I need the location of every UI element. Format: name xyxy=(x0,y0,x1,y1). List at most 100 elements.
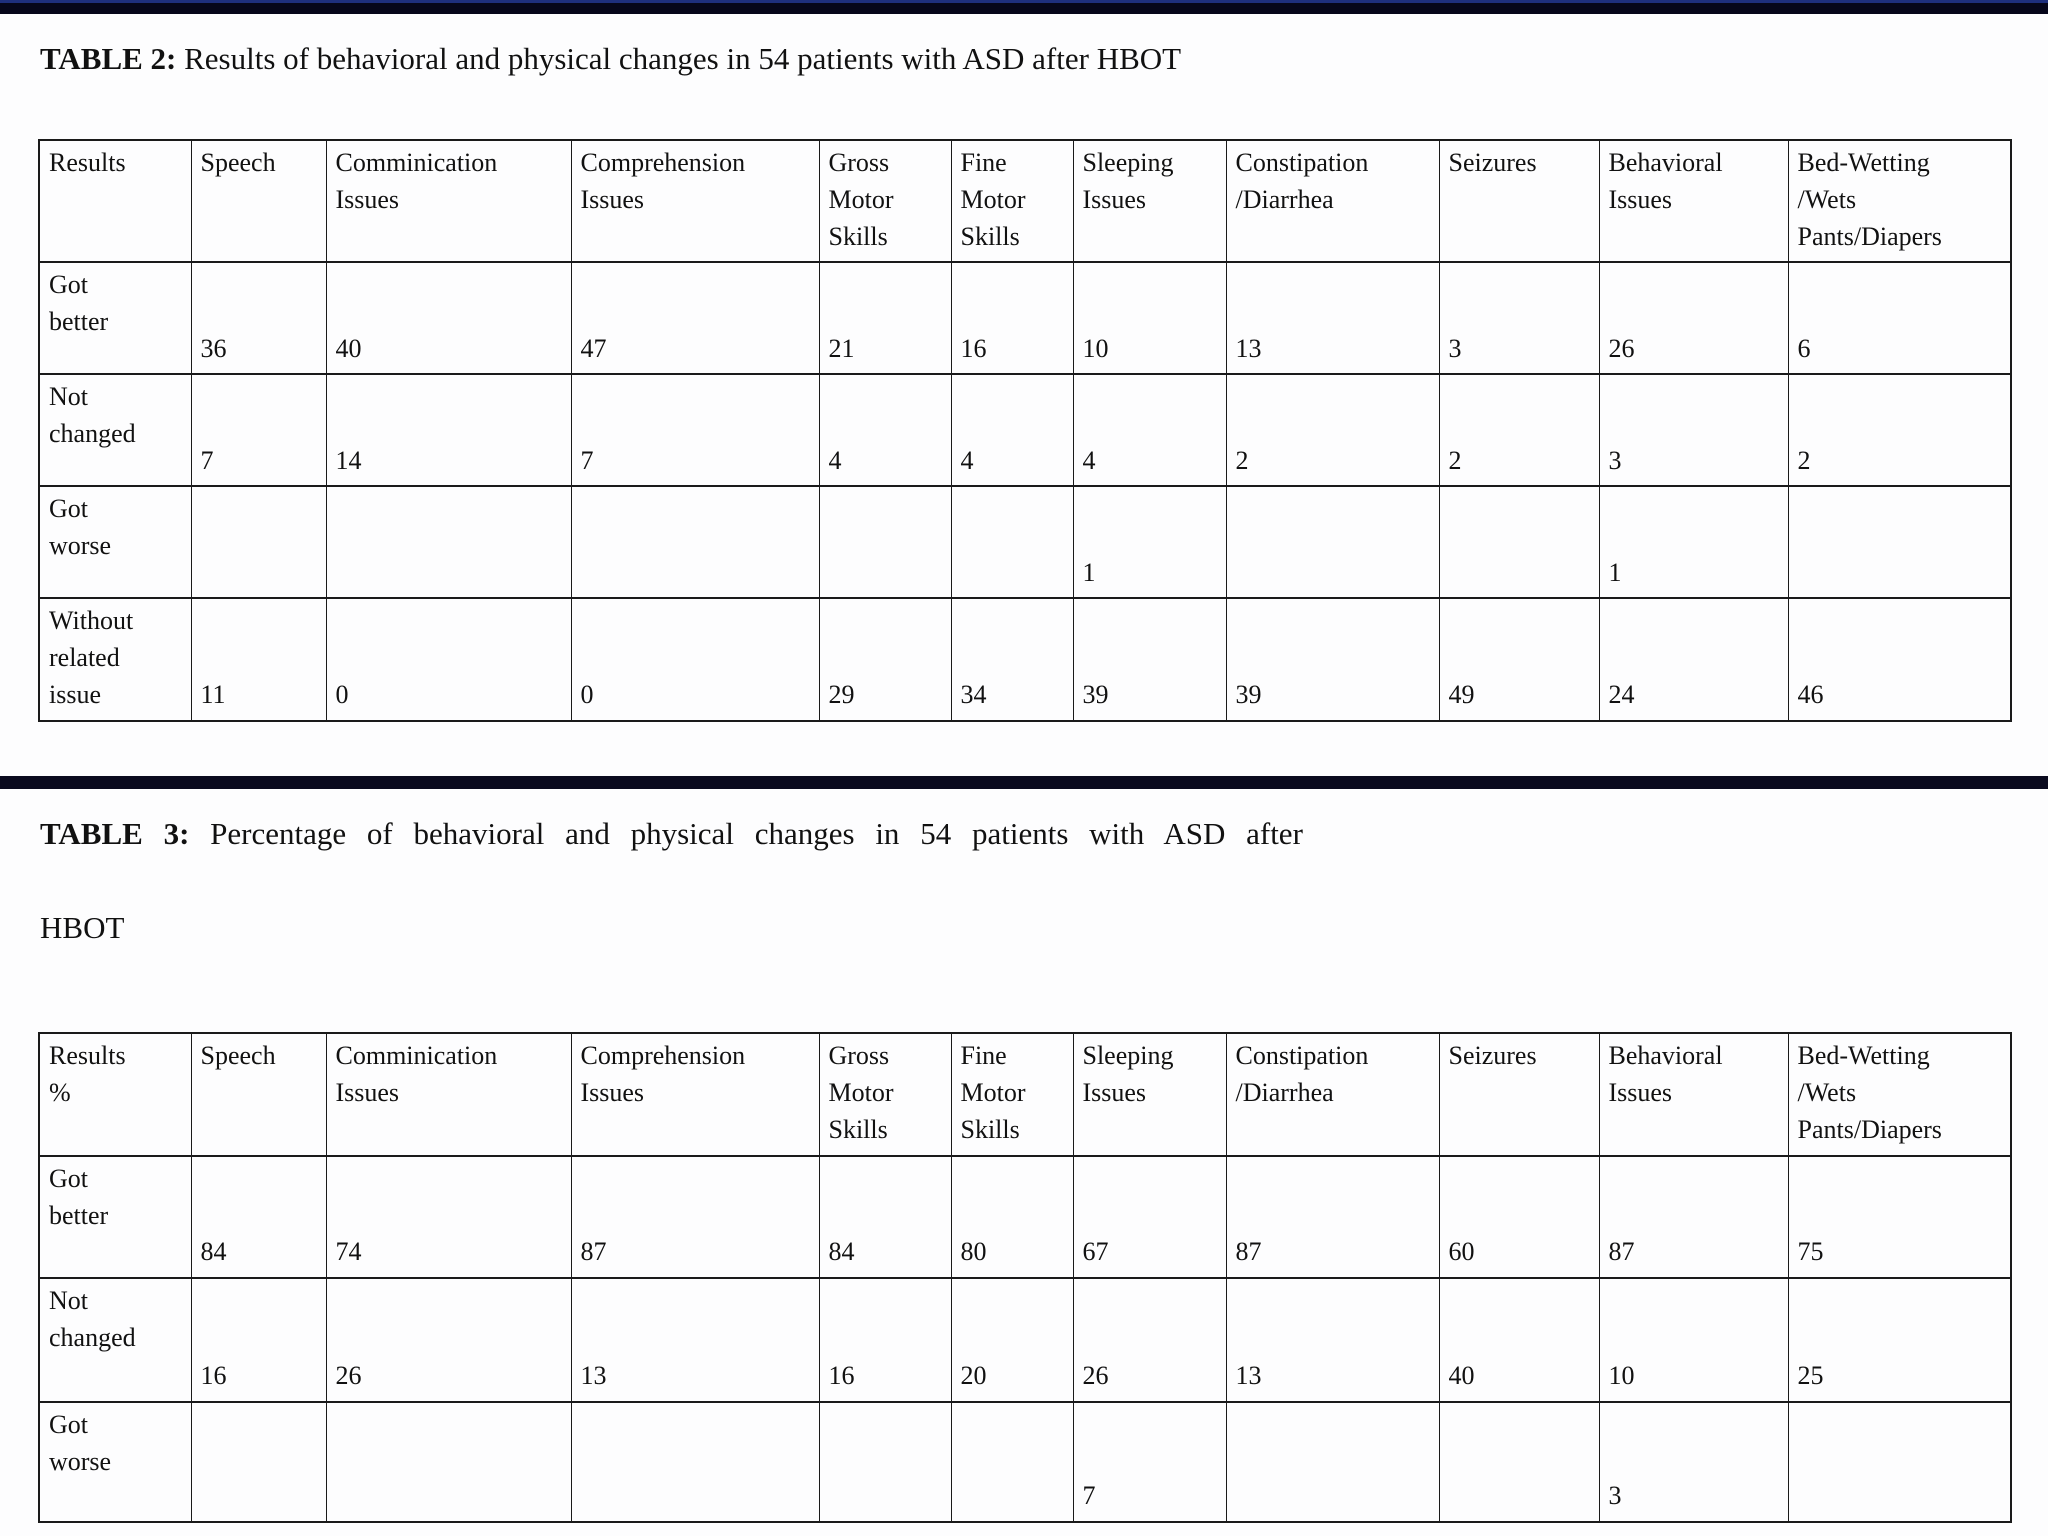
table-row: Got worse 7 3 xyxy=(38,1400,2012,1523)
table-cell xyxy=(190,1400,327,1523)
table-cell: 39 xyxy=(1225,597,1440,723)
table-cell xyxy=(190,485,327,600)
table-cell: 4 xyxy=(818,373,952,488)
column-header: Speech xyxy=(190,138,327,264)
column-header: Results xyxy=(38,138,192,264)
column-header: Constipation /Diarrhea xyxy=(1225,1031,1440,1157)
table-cell: 0 xyxy=(570,597,820,723)
row-label: Not changed xyxy=(38,1276,192,1403)
table-cell: 20 xyxy=(950,1276,1074,1403)
table-cell: 87 xyxy=(1225,1154,1440,1279)
table-cell: 67 xyxy=(1072,1154,1227,1279)
table-cell: 36 xyxy=(190,261,327,376)
column-header: Results % xyxy=(38,1031,192,1157)
table-cell: 80 xyxy=(950,1154,1074,1279)
table-cell: 7 xyxy=(1072,1400,1227,1523)
table-cell: 16 xyxy=(190,1276,327,1403)
table-cell: 87 xyxy=(1598,1154,1789,1279)
table3-title-label: TABLE 3: xyxy=(40,816,190,852)
column-header: Seizures xyxy=(1438,138,1600,264)
table-cell: 7 xyxy=(570,373,820,488)
table-row: Without related issue 11 0 0 29 34 39 39… xyxy=(38,597,2012,723)
table-row: Got better 36 40 47 21 16 10 13 3 26 6 xyxy=(38,261,2012,376)
table-cell: 14 xyxy=(325,373,572,488)
table-cell: 4 xyxy=(950,373,1074,488)
table-cell: 49 xyxy=(1438,597,1600,723)
table-cell: 60 xyxy=(1438,1154,1600,1279)
table-cell: 13 xyxy=(1225,261,1440,376)
table-row: Got better 84 74 87 84 80 67 87 60 87 75 xyxy=(38,1154,2012,1279)
row-label: Got better xyxy=(38,1154,192,1279)
section-divider xyxy=(0,776,2048,790)
table-cell: 40 xyxy=(1438,1276,1600,1403)
table3-title-text: Percentage of behavioral and physical ch… xyxy=(189,816,1303,852)
table-cell: 2 xyxy=(1438,373,1600,488)
table-cell: 13 xyxy=(1225,1276,1440,1403)
column-header: Sleeping Issues xyxy=(1072,1031,1227,1157)
column-header: Speech xyxy=(190,1031,327,1157)
row-label: Got worse xyxy=(38,1400,192,1523)
table-cell xyxy=(818,1400,952,1523)
table-cell: 3 xyxy=(1598,1400,1789,1523)
table2-title-label: TABLE 2: xyxy=(40,41,177,76)
table-cell: 29 xyxy=(818,597,952,723)
table-cell: 1 xyxy=(1598,485,1789,600)
table-cell: 2 xyxy=(1225,373,1440,488)
table-cell xyxy=(325,1400,572,1523)
table-row: Got worse 1 1 xyxy=(38,485,2012,600)
column-header: Comprehension Issues xyxy=(570,138,820,264)
table-cell: 16 xyxy=(950,261,1074,376)
table2-results-table: Results Speech Comminication Issues Comp… xyxy=(38,138,2012,723)
column-header: Fine Motor Skills xyxy=(950,1031,1074,1157)
column-header: Bed-Wetting /Wets Pants/Diapers xyxy=(1787,138,2012,264)
table-cell: 3 xyxy=(1438,261,1600,376)
table-cell xyxy=(1225,1400,1440,1523)
column-header: Seizures xyxy=(1438,1031,1600,1157)
table-cell: 21 xyxy=(818,261,952,376)
table-cell: 6 xyxy=(1787,261,2012,376)
table-cell xyxy=(325,485,572,600)
table-cell: 26 xyxy=(325,1276,572,1403)
table-cell: 84 xyxy=(190,1154,327,1279)
table-cell: 34 xyxy=(950,597,1074,723)
table-cell xyxy=(570,1400,820,1523)
table3-header-row: Results % Speech Comminication Issues Co… xyxy=(38,1031,2012,1157)
table-cell xyxy=(1438,485,1600,600)
table3-title: TABLE 3: Percentage of behavioral and ph… xyxy=(40,815,2008,854)
table-cell: 13 xyxy=(570,1276,820,1403)
table-cell: 40 xyxy=(325,261,572,376)
top-accent-bar xyxy=(0,0,2048,14)
table-cell: 10 xyxy=(1072,261,1227,376)
table-cell: 26 xyxy=(1072,1276,1227,1403)
table-cell: 26 xyxy=(1598,261,1789,376)
row-label: Got worse xyxy=(38,485,192,600)
row-label: Without related issue xyxy=(38,597,192,723)
table-cell: 87 xyxy=(570,1154,820,1279)
table-cell: 2 xyxy=(1787,373,2012,488)
table-cell: 7 xyxy=(190,373,327,488)
column-header: Behavioral Issues xyxy=(1598,138,1789,264)
table2-title-text: Results of behavioral and physical chang… xyxy=(176,41,1182,76)
column-header: Gross Motor Skills xyxy=(818,138,952,264)
table-row: Not changed 7 14 7 4 4 4 2 2 3 2 xyxy=(38,373,2012,488)
table-cell: 75 xyxy=(1787,1154,2012,1279)
table-cell: 24 xyxy=(1598,597,1789,723)
table-cell: 84 xyxy=(818,1154,952,1279)
column-header: Fine Motor Skills xyxy=(950,138,1074,264)
table-cell xyxy=(1225,485,1440,600)
table-cell: 74 xyxy=(325,1154,572,1279)
column-header: Bed-Wetting /Wets Pants/Diapers xyxy=(1787,1031,2012,1157)
table-cell: 46 xyxy=(1787,597,2012,723)
table2-title: TABLE 2: Results of behavioral and physi… xyxy=(40,40,2008,79)
table-cell xyxy=(1438,1400,1600,1523)
table-cell: 4 xyxy=(1072,373,1227,488)
column-header: Sleeping Issues xyxy=(1072,138,1227,264)
column-header: Comminication Issues xyxy=(325,138,572,264)
column-header: Comminication Issues xyxy=(325,1031,572,1157)
table3-percentage-table: Results % Speech Comminication Issues Co… xyxy=(38,1031,2012,1523)
table-cell: 16 xyxy=(818,1276,952,1403)
table-cell: 1 xyxy=(1072,485,1227,600)
table-cell xyxy=(1787,1400,2012,1523)
table-cell: 0 xyxy=(325,597,572,723)
